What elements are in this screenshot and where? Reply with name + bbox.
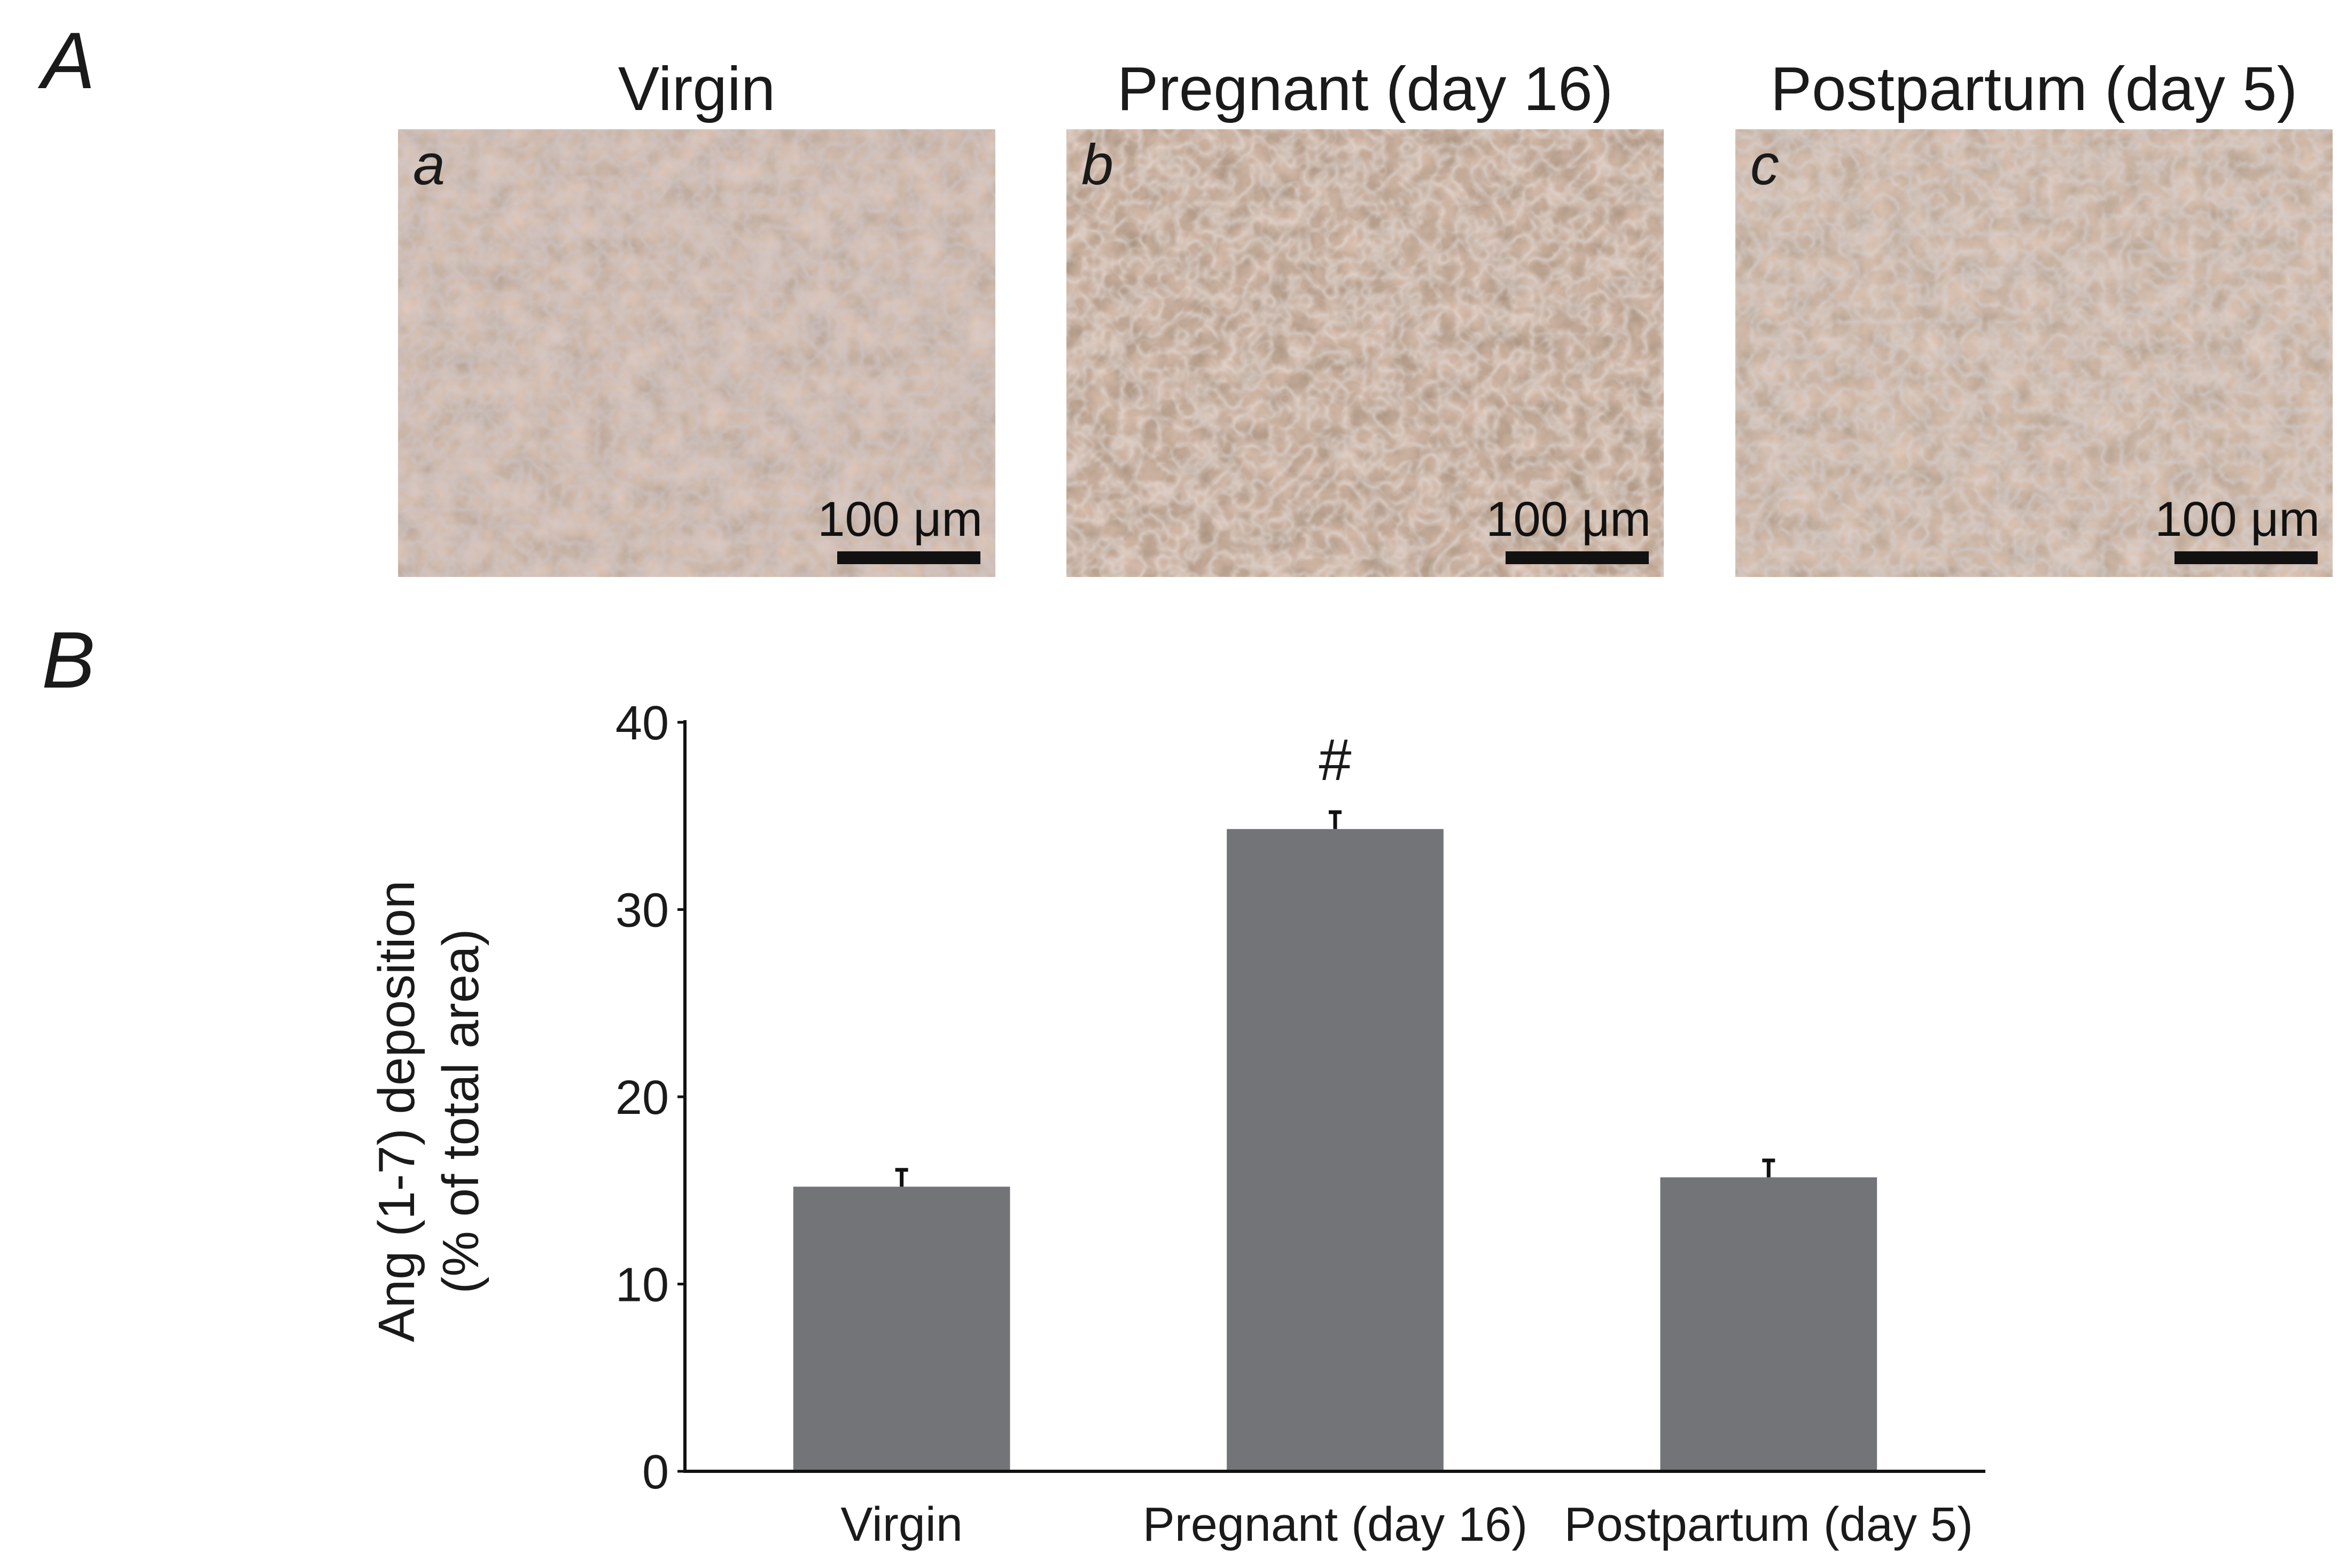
scale-bar-label: 100 μm <box>2155 492 2320 547</box>
y-tick-label: 40 <box>615 697 669 750</box>
scale-bar <box>2174 551 2318 564</box>
y-axis-label-line1: Ang (1-7) deposition <box>368 880 425 1343</box>
y-tick-label: 10 <box>615 1259 669 1312</box>
micrograph-postpartum: c 100 μm <box>1735 129 2333 577</box>
scale-bar <box>837 551 980 564</box>
micrograph-virgin: a 100 μm <box>398 129 995 577</box>
scale-bar-label: 100 μm <box>1486 492 1651 547</box>
x-tick-label: Virgin <box>840 1498 962 1551</box>
x-tick-label: Pregnant (day 16) <box>1143 1498 1527 1551</box>
panel-a-letter: A <box>42 15 96 105</box>
y-axis-label-line2: (% of total area) <box>432 929 489 1294</box>
scale-bar <box>1506 551 1649 564</box>
image-title-virgin: Virgin <box>618 54 776 123</box>
y-axis-label: Ang (1-7) deposition (% of total area) <box>368 880 489 1343</box>
image-title-postpartum: Postpartum (day 5) <box>1770 54 2298 123</box>
bar <box>793 1187 1010 1471</box>
image-title-pregnant: Pregnant (day 16) <box>1117 54 1614 123</box>
scale-bar-label: 100 μm <box>817 492 983 547</box>
micrograph-letter: c <box>1750 132 1779 197</box>
micrograph-pregnant: b 100 μm <box>1066 129 1664 577</box>
micrograph-letter: a <box>413 132 446 197</box>
significance-marker: # <box>1319 727 1351 793</box>
y-tick-label: 20 <box>615 1071 669 1125</box>
micrograph-letter: b <box>1081 132 1114 197</box>
y-tick-label: 0 <box>642 1446 669 1499</box>
bar <box>1227 829 1444 1471</box>
x-tick-label: Postpartum (day 5) <box>1564 1498 1973 1551</box>
panel-b-letter: B <box>42 615 96 705</box>
y-tick-label: 30 <box>615 884 669 938</box>
bar <box>1660 1177 1877 1471</box>
